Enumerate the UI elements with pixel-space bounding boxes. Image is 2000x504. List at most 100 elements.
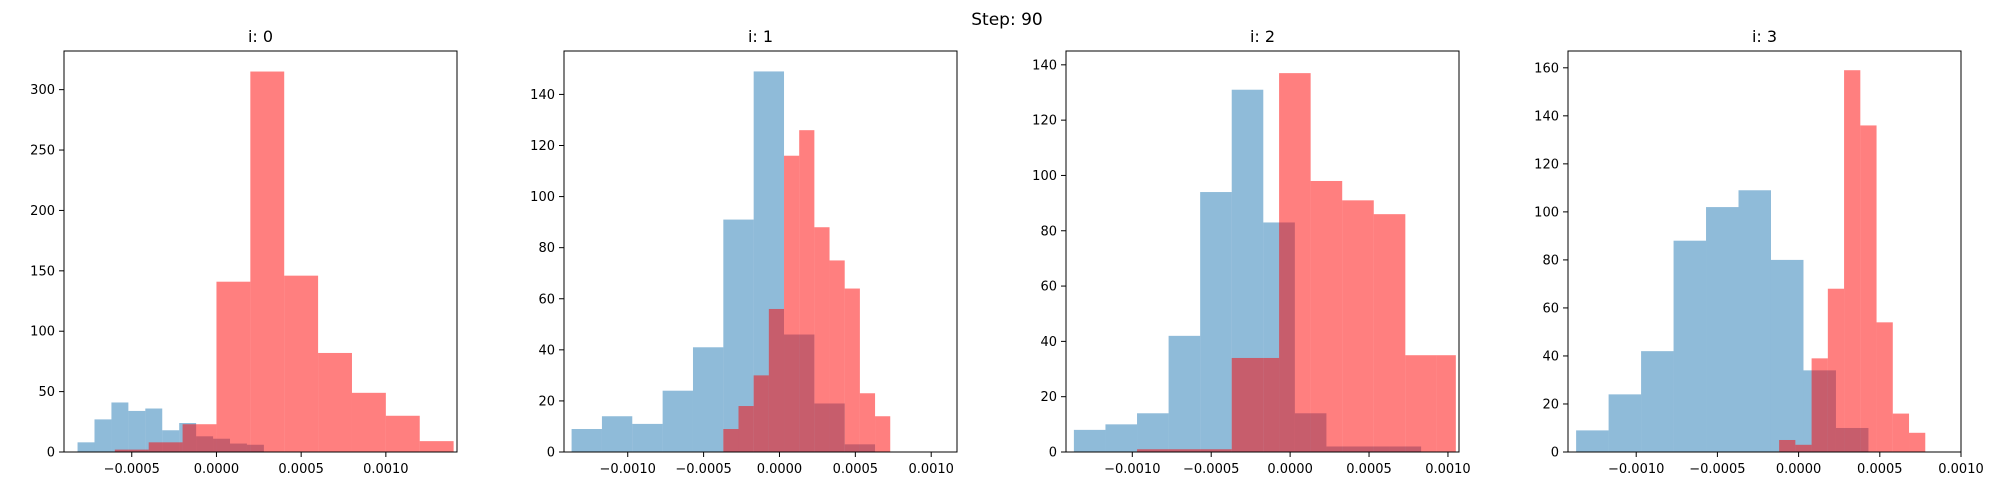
y-tick-label: 150 xyxy=(30,264,55,279)
histogram-bar-red xyxy=(768,308,785,452)
histogram-bar-blue xyxy=(1770,259,1804,452)
x-tick-label: −0.0010 xyxy=(1608,462,1664,477)
histogram-panel-2: −0.0010 −0.0005 0.0000 0.0005 0.0010 0 20 40 60 8… xyxy=(1032,27,1471,477)
y-tick-label: 0 xyxy=(547,446,555,461)
x-tick-label: 0.0010 xyxy=(1425,462,1471,477)
histogram-bar-red xyxy=(1405,355,1437,452)
histogram-bar-red xyxy=(1263,357,1280,452)
histogram-panel-3: −0.0010 −0.0005 0.0000 0.0005 0.0010 0 20 40 60 8… xyxy=(1534,27,1984,477)
histogram-bar-red xyxy=(1811,358,1828,452)
y-tick-label: 160 xyxy=(1534,61,1559,76)
x-tick-label: −0.0005 xyxy=(675,462,731,477)
histogram-bar-red xyxy=(1860,125,1877,452)
x-tick-label: 0.0005 xyxy=(1346,462,1392,477)
histogram-bar-blue xyxy=(1673,240,1707,452)
y-tick-label: 0 xyxy=(47,446,55,461)
histogram-bar-red xyxy=(1844,70,1861,452)
histogram-bar-red xyxy=(723,429,739,452)
histogram-bar-red xyxy=(1892,413,1910,452)
histogram-bar-red xyxy=(814,227,830,452)
histogram-bar-blue xyxy=(662,390,693,452)
histogram-bar-blue xyxy=(1137,413,1169,452)
y-tick-label: 100 xyxy=(1032,169,1057,184)
histogram-bar-blue xyxy=(632,423,663,452)
axes-title: i: 1 xyxy=(748,27,773,46)
histogram-bar-red xyxy=(859,393,876,452)
y-tick-label: 300 xyxy=(30,83,55,98)
histogram-bar-red xyxy=(1436,355,1456,452)
histogram-bar-red xyxy=(318,352,352,452)
histogram-bar-red xyxy=(419,441,454,452)
histogram-bar-red xyxy=(250,71,285,452)
y-tick-label: 20 xyxy=(1040,390,1057,405)
y-tick-label: 20 xyxy=(1542,397,1559,412)
y-tick-label: 100 xyxy=(530,190,555,205)
axes-frame xyxy=(1065,50,1460,453)
histogram-bar-red xyxy=(1795,444,1812,452)
histogram-bar-red xyxy=(1279,73,1311,452)
x-tick-label: 0.0000 xyxy=(757,462,803,477)
histogram-bar-blue xyxy=(1706,207,1739,452)
y-tick-label: 200 xyxy=(30,204,55,219)
x-tick-label: 0.0000 xyxy=(1267,462,1313,477)
y-tick-label: 0 xyxy=(1551,446,1559,461)
histogram-bar-red xyxy=(1827,288,1845,452)
y-tick-label: 120 xyxy=(1534,157,1559,172)
x-tick-label: −0.0010 xyxy=(1104,462,1160,477)
axes-title: i: 2 xyxy=(1250,27,1275,46)
x-tick-label: 0.0005 xyxy=(278,462,324,477)
histogram-bar-blue xyxy=(111,402,129,452)
x-tick-label: −0.0005 xyxy=(1183,462,1239,477)
histogram-bar-blue xyxy=(1105,424,1138,452)
histogram-bar-red xyxy=(351,392,386,452)
x-tick-label: 0.0000 xyxy=(1776,462,1822,477)
histogram-bar-red xyxy=(216,281,251,452)
y-tick-label: 60 xyxy=(1040,280,1057,295)
y-tick-label: 100 xyxy=(30,325,55,340)
y-tick-label: 80 xyxy=(1040,224,1057,239)
histogram-bar-red xyxy=(385,415,420,452)
histogram-bar-blue xyxy=(1738,190,1771,452)
histogram-bar-blue xyxy=(77,442,95,452)
y-tick-label: 60 xyxy=(538,292,555,307)
y-tick-label: 80 xyxy=(538,241,555,256)
axes-title: i: 3 xyxy=(1752,27,1777,46)
x-tick-label: 0.0000 xyxy=(194,462,240,477)
y-tick-label: 140 xyxy=(1534,109,1559,124)
histogram-bar-blue xyxy=(94,419,112,452)
y-tick-label: 40 xyxy=(538,343,555,358)
histogram-bar-blue xyxy=(1200,192,1232,452)
histogram-bar-red xyxy=(829,260,845,452)
y-tick-label: 50 xyxy=(38,385,55,400)
y-tick-label: 40 xyxy=(1542,349,1559,364)
axes-frame xyxy=(563,50,958,453)
y-tick-label: 40 xyxy=(1040,335,1057,350)
x-tick-label: 0.0010 xyxy=(908,462,954,477)
y-tick-label: 250 xyxy=(30,144,55,159)
histogram-bar-red xyxy=(1137,449,1232,452)
y-tick-label: 120 xyxy=(1032,114,1057,129)
histogram-bar-red xyxy=(1779,439,1796,452)
histogram-bar-red xyxy=(114,449,149,452)
histogram-bar-blue xyxy=(571,429,602,452)
histogram-bar-red xyxy=(875,416,891,452)
axes-frame xyxy=(1567,50,1962,453)
x-tick-label: 0.0005 xyxy=(1857,462,1903,477)
histogram-bar-red xyxy=(148,442,183,452)
histogram-panel-0: −0.0005 0.0000 0.0005 0.0010 0 50 100 150 200 250… xyxy=(30,27,458,477)
y-tick-label: 20 xyxy=(538,394,555,409)
x-tick-label: −0.0010 xyxy=(600,462,656,477)
histogram-bar-red xyxy=(799,130,815,452)
x-tick-label: 0.0010 xyxy=(1938,462,1984,477)
y-tick-label: 60 xyxy=(1542,301,1559,316)
histogram-bar-red xyxy=(1876,322,1893,452)
histogram-bar-blue xyxy=(1608,394,1642,452)
y-tick-label: 140 xyxy=(1032,58,1057,73)
histogram-bar-blue xyxy=(1576,430,1609,452)
axes-frame xyxy=(63,50,458,453)
histogram-bar-blue xyxy=(145,408,163,452)
histogram-bar-red xyxy=(784,155,800,453)
histogram-bar-blue xyxy=(1641,351,1674,452)
axes-title: i: 0 xyxy=(248,27,273,46)
